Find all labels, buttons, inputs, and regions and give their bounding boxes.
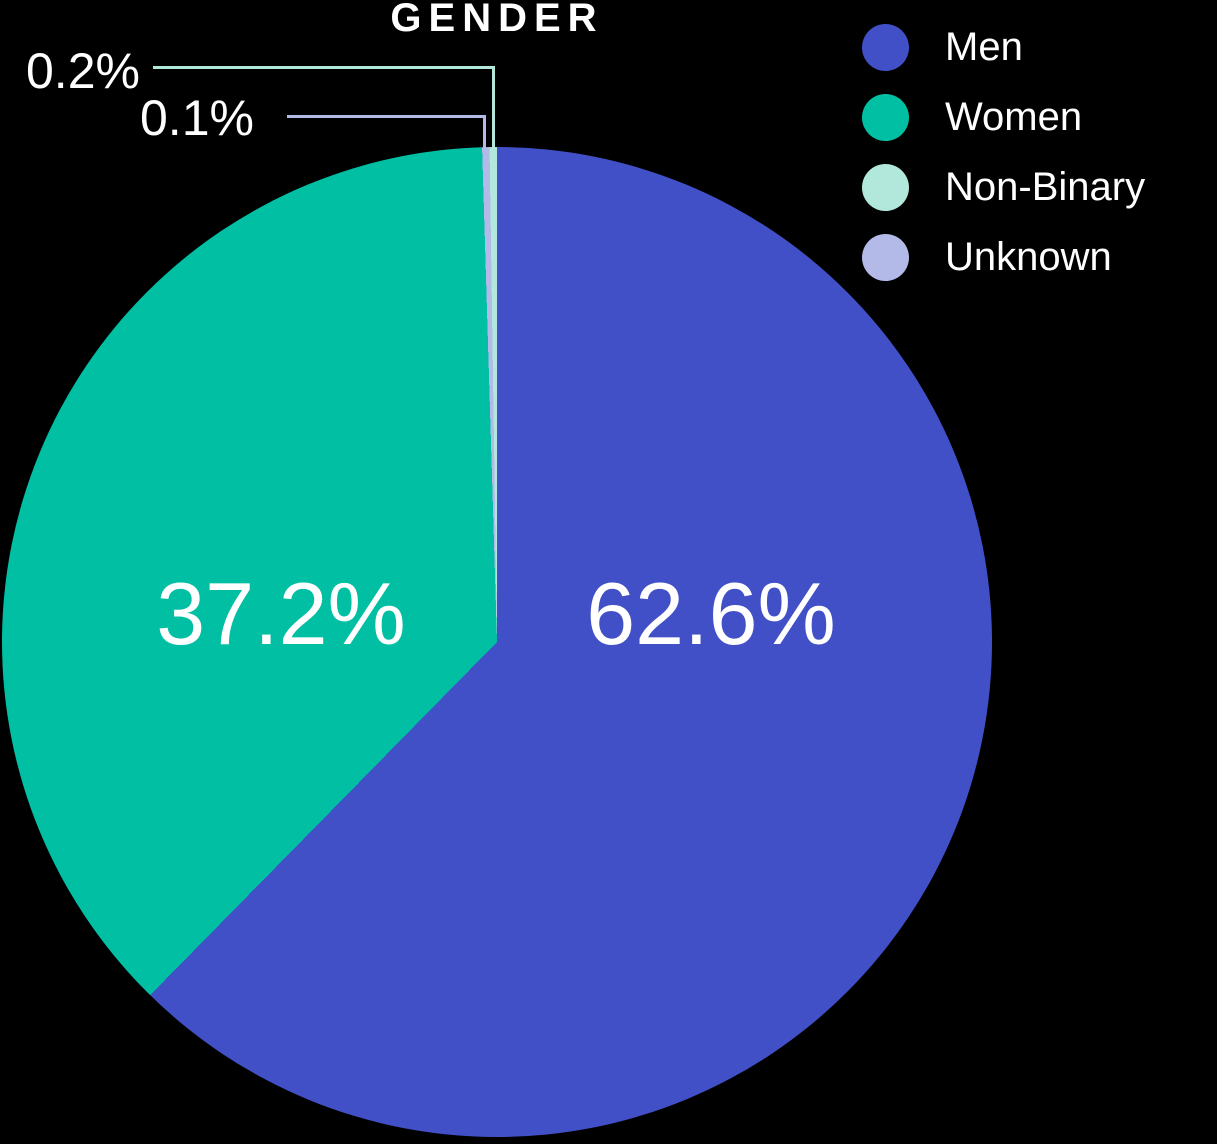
slice-label-women: 37.2% bbox=[156, 564, 406, 663]
legend-swatch-unknown bbox=[862, 234, 909, 281]
pie-graphic[interactable] bbox=[2, 147, 992, 1137]
legend: Men Women Non-Binary Unknown bbox=[862, 24, 1145, 281]
legend-label-unknown: Unknown bbox=[945, 235, 1112, 279]
callout-line-unknown-horizontal bbox=[287, 115, 486, 118]
legend-label-non-binary: Non-Binary bbox=[945, 165, 1146, 209]
slice-label-men: 62.6% bbox=[586, 564, 836, 663]
legend-item-unknown[interactable]: Unknown bbox=[862, 234, 1145, 281]
legend-label-men: Men bbox=[945, 25, 1023, 69]
callout-label-non-binary: 0.2% bbox=[26, 43, 140, 99]
callout-line-non-binary-horizontal bbox=[153, 66, 495, 69]
chart-title: GENDER bbox=[390, 0, 604, 40]
legend-swatch-women bbox=[862, 94, 909, 141]
callout-line-unknown-vertical bbox=[483, 115, 486, 155]
callout-line-non-binary-vertical bbox=[492, 66, 495, 154]
legend-item-men[interactable]: Men bbox=[862, 24, 1145, 71]
legend-label-women: Women bbox=[945, 95, 1083, 139]
legend-swatch-non-binary bbox=[862, 164, 909, 211]
legend-swatch-men bbox=[862, 24, 909, 71]
callout-label-unknown: 0.1% bbox=[140, 90, 254, 146]
legend-item-women[interactable]: Women bbox=[862, 94, 1145, 141]
legend-item-non-binary[interactable]: Non-Binary bbox=[862, 164, 1145, 211]
